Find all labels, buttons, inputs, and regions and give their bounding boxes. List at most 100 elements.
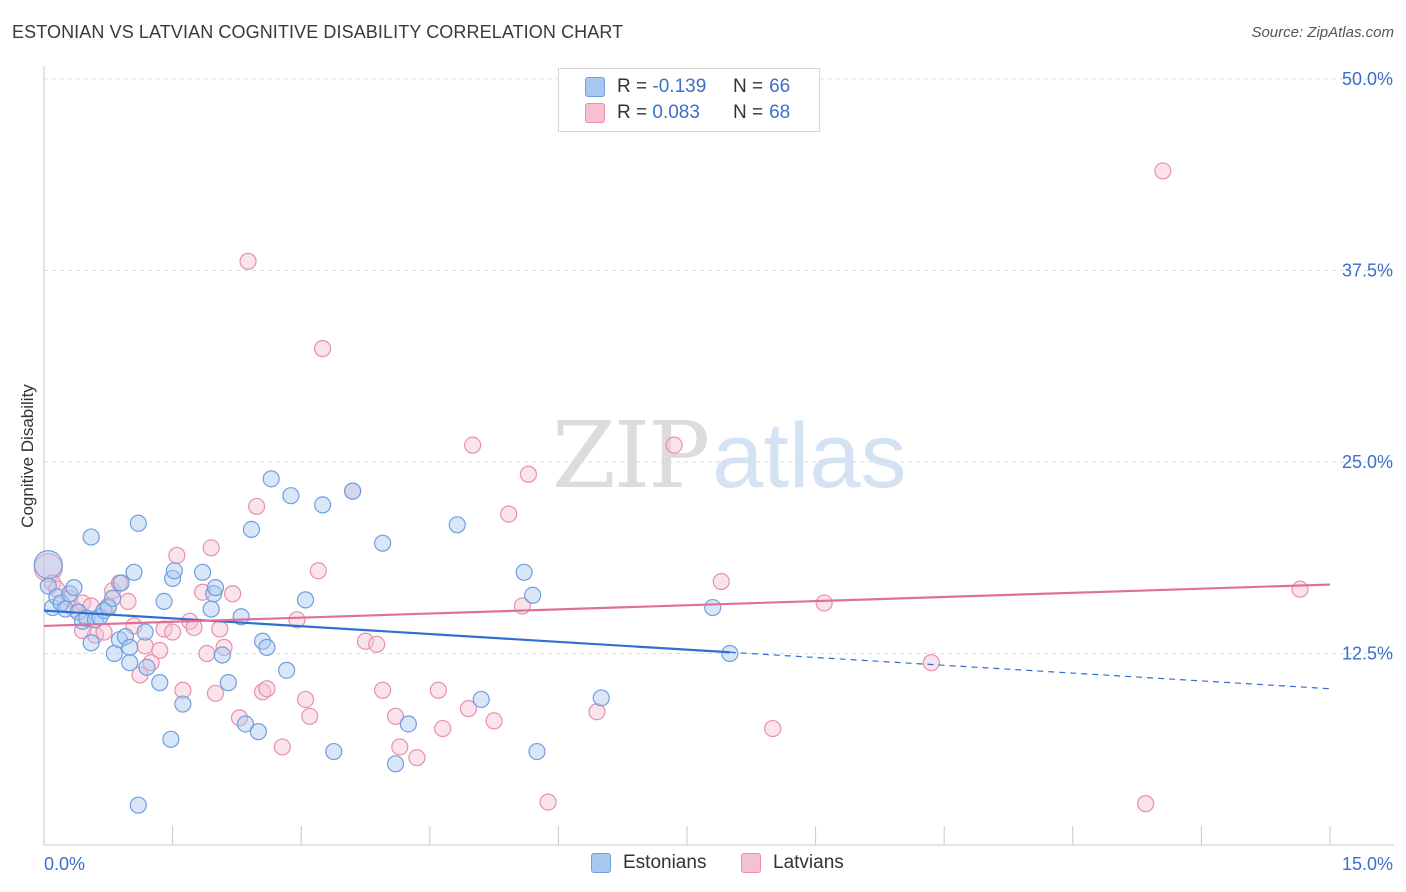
- estonian-point: [325, 742, 343, 761]
- bottom-legend-estonians: Estonians: [591, 852, 706, 874]
- latvian-point: [119, 592, 137, 611]
- latvian-point: [374, 681, 392, 699]
- estonian-point: [258, 638, 276, 656]
- chart-title: ESTONIAN VS LATVIAN COGNITIVE DISABILITY…: [12, 22, 624, 42]
- legend-swatch-estonians: [585, 77, 605, 97]
- latvian-point: [922, 654, 940, 672]
- legend-box: R = -0.139 N = 66 R = 0.083 N = 68: [558, 68, 820, 132]
- latvian-point: [386, 707, 405, 725]
- estonian-point: [592, 689, 610, 707]
- x-tick-label: 15.0%: [1342, 854, 1393, 874]
- estonian-point: [314, 496, 332, 514]
- estonian-point: [249, 723, 267, 741]
- latvian-point: [273, 738, 291, 756]
- bottom-legend-label-estonians: Estonians: [623, 852, 707, 873]
- bottom-legend-label-latvians: Latvians: [773, 852, 844, 873]
- latvian-point: [164, 623, 182, 641]
- latvian-point: [288, 611, 306, 629]
- x-tick-label: 0.0%: [44, 854, 85, 874]
- estonian-point: [721, 644, 739, 663]
- estonian-point: [219, 674, 237, 692]
- estonian-point: [278, 661, 296, 679]
- latvian-point: [206, 684, 225, 702]
- estonian-point: [121, 638, 139, 656]
- estonian-point: [162, 730, 180, 748]
- latvian-point: [168, 546, 186, 565]
- legend-r-label: R =: [617, 76, 648, 97]
- estonian-point: [202, 600, 220, 618]
- estonian-point: [112, 574, 130, 592]
- estonian-point: [174, 695, 192, 713]
- estonian-point: [374, 534, 392, 552]
- legend-r-value: 0.083: [652, 102, 700, 123]
- latvian-point: [296, 690, 315, 709]
- estonian-point: [194, 563, 212, 581]
- tick-labels: 12.5% 25.0% 37.5% 50.0% 0.0% 15.0%: [44, 69, 1393, 874]
- latvian-point: [485, 712, 503, 730]
- estonian-point: [151, 674, 169, 692]
- legend-row-latvians: R = 0.083 N = 68: [585, 101, 790, 125]
- estonian-point: [704, 598, 722, 617]
- legend-r-label: R =: [617, 102, 648, 123]
- latvian-point: [248, 497, 266, 516]
- latvian-point: [464, 436, 482, 454]
- latvian-point: [712, 572, 730, 591]
- latvian-point: [202, 539, 220, 557]
- estonian-point: [399, 715, 417, 733]
- latvian-point: [815, 594, 833, 612]
- latvian-point: [459, 700, 477, 718]
- estonian-point: [236, 715, 255, 733]
- y-tick-label: 50.0%: [1342, 69, 1393, 89]
- estonian-point: [472, 690, 490, 709]
- latvian-point: [314, 340, 332, 358]
- estonian-point: [386, 755, 405, 773]
- latvian-point: [434, 719, 452, 738]
- estonian-point: [448, 516, 466, 534]
- source-credit: Source: ZipAtlas.com: [1251, 24, 1394, 41]
- estonian-point: [282, 487, 300, 505]
- latvian-point: [539, 793, 557, 811]
- estonian-trend-line: [43, 609, 730, 654]
- estonian-point: [206, 579, 225, 597]
- estonian-point: [136, 623, 154, 641]
- latvian-point: [1291, 580, 1309, 598]
- latvian-point: [391, 738, 409, 756]
- latvian-point: [258, 680, 276, 698]
- latvian-point: [239, 252, 257, 270]
- estonian-point: [125, 563, 143, 581]
- estonian-point: [213, 646, 231, 664]
- y-tick-label: 12.5%: [1342, 644, 1393, 664]
- estonian-point: [165, 562, 183, 580]
- estonian-point: [528, 742, 546, 761]
- estonian-point: [82, 528, 100, 546]
- estonian-trend-extension: [729, 651, 1331, 690]
- legend-row-estonians: R = -0.139 N = 66: [585, 75, 790, 99]
- latvian-point: [174, 681, 192, 699]
- estonian-point: [205, 585, 223, 603]
- estonian-points: [33, 470, 739, 814]
- legend-r-value: -0.139: [652, 76, 707, 97]
- bottom-legend-swatch-estonians: [591, 853, 611, 873]
- latvian-point: [665, 436, 683, 454]
- latvian-point: [588, 703, 606, 721]
- latvian-point: [408, 749, 426, 767]
- legend-n-label: N =: [733, 102, 764, 123]
- estonian-point: [296, 591, 315, 609]
- estonian-point: [121, 654, 139, 672]
- legend-swatch-latvians: [585, 103, 605, 123]
- latvian-point: [301, 707, 319, 725]
- latvian-point: [1137, 795, 1155, 813]
- estonian-point: [129, 514, 147, 532]
- estonian-point: [524, 586, 542, 604]
- y-tick-label: 37.5%: [1342, 261, 1393, 281]
- estonian-point: [116, 628, 135, 646]
- latvian-point: [224, 585, 242, 603]
- latvian-point: [764, 719, 782, 738]
- y-tick-label: 25.0%: [1342, 452, 1393, 472]
- legend-n-value: 66: [769, 76, 791, 97]
- bottom-legend-swatch-latvians: [741, 853, 761, 873]
- latvian-point: [61, 589, 79, 607]
- latvian-trend-line: [43, 583, 1331, 628]
- bottom-legend-latvians: Latvians: [741, 852, 844, 874]
